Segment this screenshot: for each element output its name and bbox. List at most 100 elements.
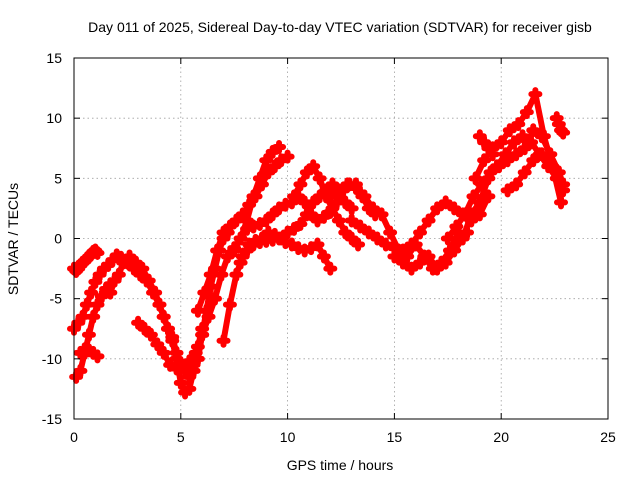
data-point — [387, 249, 402, 264]
data-point — [254, 177, 269, 192]
data-point — [477, 153, 492, 168]
data-point — [430, 201, 445, 216]
data-point — [331, 213, 346, 228]
data-point — [207, 291, 222, 306]
series-arc7 — [131, 140, 287, 376]
series-arc18 — [500, 147, 564, 198]
data-point — [94, 289, 109, 304]
data-point — [304, 207, 319, 222]
data-point — [280, 149, 295, 164]
data-point — [526, 123, 541, 138]
y-tick-label: 5 — [54, 170, 62, 186]
data-point — [182, 381, 197, 396]
data-point — [287, 189, 302, 204]
data-point — [481, 189, 496, 204]
data-point — [79, 297, 94, 312]
data-point — [216, 225, 231, 240]
data-point — [265, 207, 280, 222]
data-point — [509, 177, 524, 192]
data-point — [325, 201, 340, 216]
data-point — [536, 129, 551, 144]
data-point — [338, 225, 353, 240]
data-point — [515, 129, 530, 144]
data-point — [528, 87, 543, 102]
data-point — [492, 159, 507, 174]
data-point — [261, 165, 276, 180]
data-point — [395, 255, 410, 270]
data-point — [511, 117, 526, 132]
data-point — [287, 221, 302, 236]
data-point — [483, 165, 498, 180]
data-point — [438, 255, 453, 270]
data-point — [235, 207, 250, 222]
data-point — [150, 337, 165, 352]
data-point — [73, 363, 88, 378]
data-point — [299, 165, 314, 180]
data-point — [472, 195, 487, 210]
data-point — [447, 201, 462, 216]
data-point — [366, 201, 381, 216]
data-point — [203, 267, 218, 282]
data-point — [84, 285, 99, 300]
data-point — [81, 327, 96, 342]
x-tick-label: 15 — [387, 429, 403, 445]
data-point — [120, 255, 135, 270]
y-tick-label: 15 — [46, 50, 62, 66]
data-point — [517, 165, 532, 180]
data-point — [517, 141, 532, 156]
data-point — [361, 225, 376, 240]
data-point — [556, 177, 571, 192]
data-point — [474, 177, 489, 192]
data-point — [248, 189, 263, 204]
data-point — [378, 237, 393, 252]
data-point — [173, 375, 188, 390]
y-axis-label: SDTVAR / TECUs — [5, 183, 21, 295]
data-point — [156, 309, 171, 324]
data-point — [267, 159, 282, 174]
data-point — [86, 309, 101, 324]
data-point — [293, 217, 308, 232]
data-point — [348, 177, 363, 192]
data-point — [507, 135, 522, 150]
data-point — [353, 219, 368, 234]
data-point — [543, 159, 558, 174]
data-point — [316, 209, 331, 224]
data-point — [259, 213, 274, 228]
data-point — [404, 237, 419, 252]
data-point — [88, 274, 103, 289]
data-point — [103, 285, 118, 300]
data-point — [374, 207, 389, 222]
data-point — [310, 237, 325, 252]
y-tick-label: 0 — [54, 231, 62, 247]
data-point — [156, 345, 171, 360]
data-point — [201, 309, 216, 324]
x-tick-label: 20 — [493, 429, 509, 445]
data-point — [449, 219, 464, 234]
data-point — [404, 261, 419, 276]
data-point — [344, 231, 359, 246]
data-point — [534, 147, 549, 162]
y-tick-label: -15 — [42, 411, 62, 427]
data-point — [485, 147, 500, 162]
y-tick-label: -5 — [50, 291, 63, 307]
data-point — [502, 123, 517, 138]
data-point — [421, 249, 436, 264]
data-point — [344, 213, 359, 228]
data-point — [519, 105, 534, 120]
data-point — [357, 189, 372, 204]
data-point — [190, 303, 205, 318]
data-point — [297, 195, 312, 210]
data-point — [222, 219, 237, 234]
data-point — [160, 321, 175, 336]
data-point — [556, 125, 571, 140]
data-point — [440, 231, 455, 246]
data-point — [229, 267, 244, 282]
data-point — [90, 349, 105, 364]
data-point — [259, 153, 274, 168]
data-point — [214, 267, 229, 282]
data-point — [549, 165, 564, 180]
data-point — [500, 153, 515, 168]
data-point — [195, 327, 210, 342]
data-point — [325, 177, 340, 192]
data-point — [229, 213, 244, 228]
